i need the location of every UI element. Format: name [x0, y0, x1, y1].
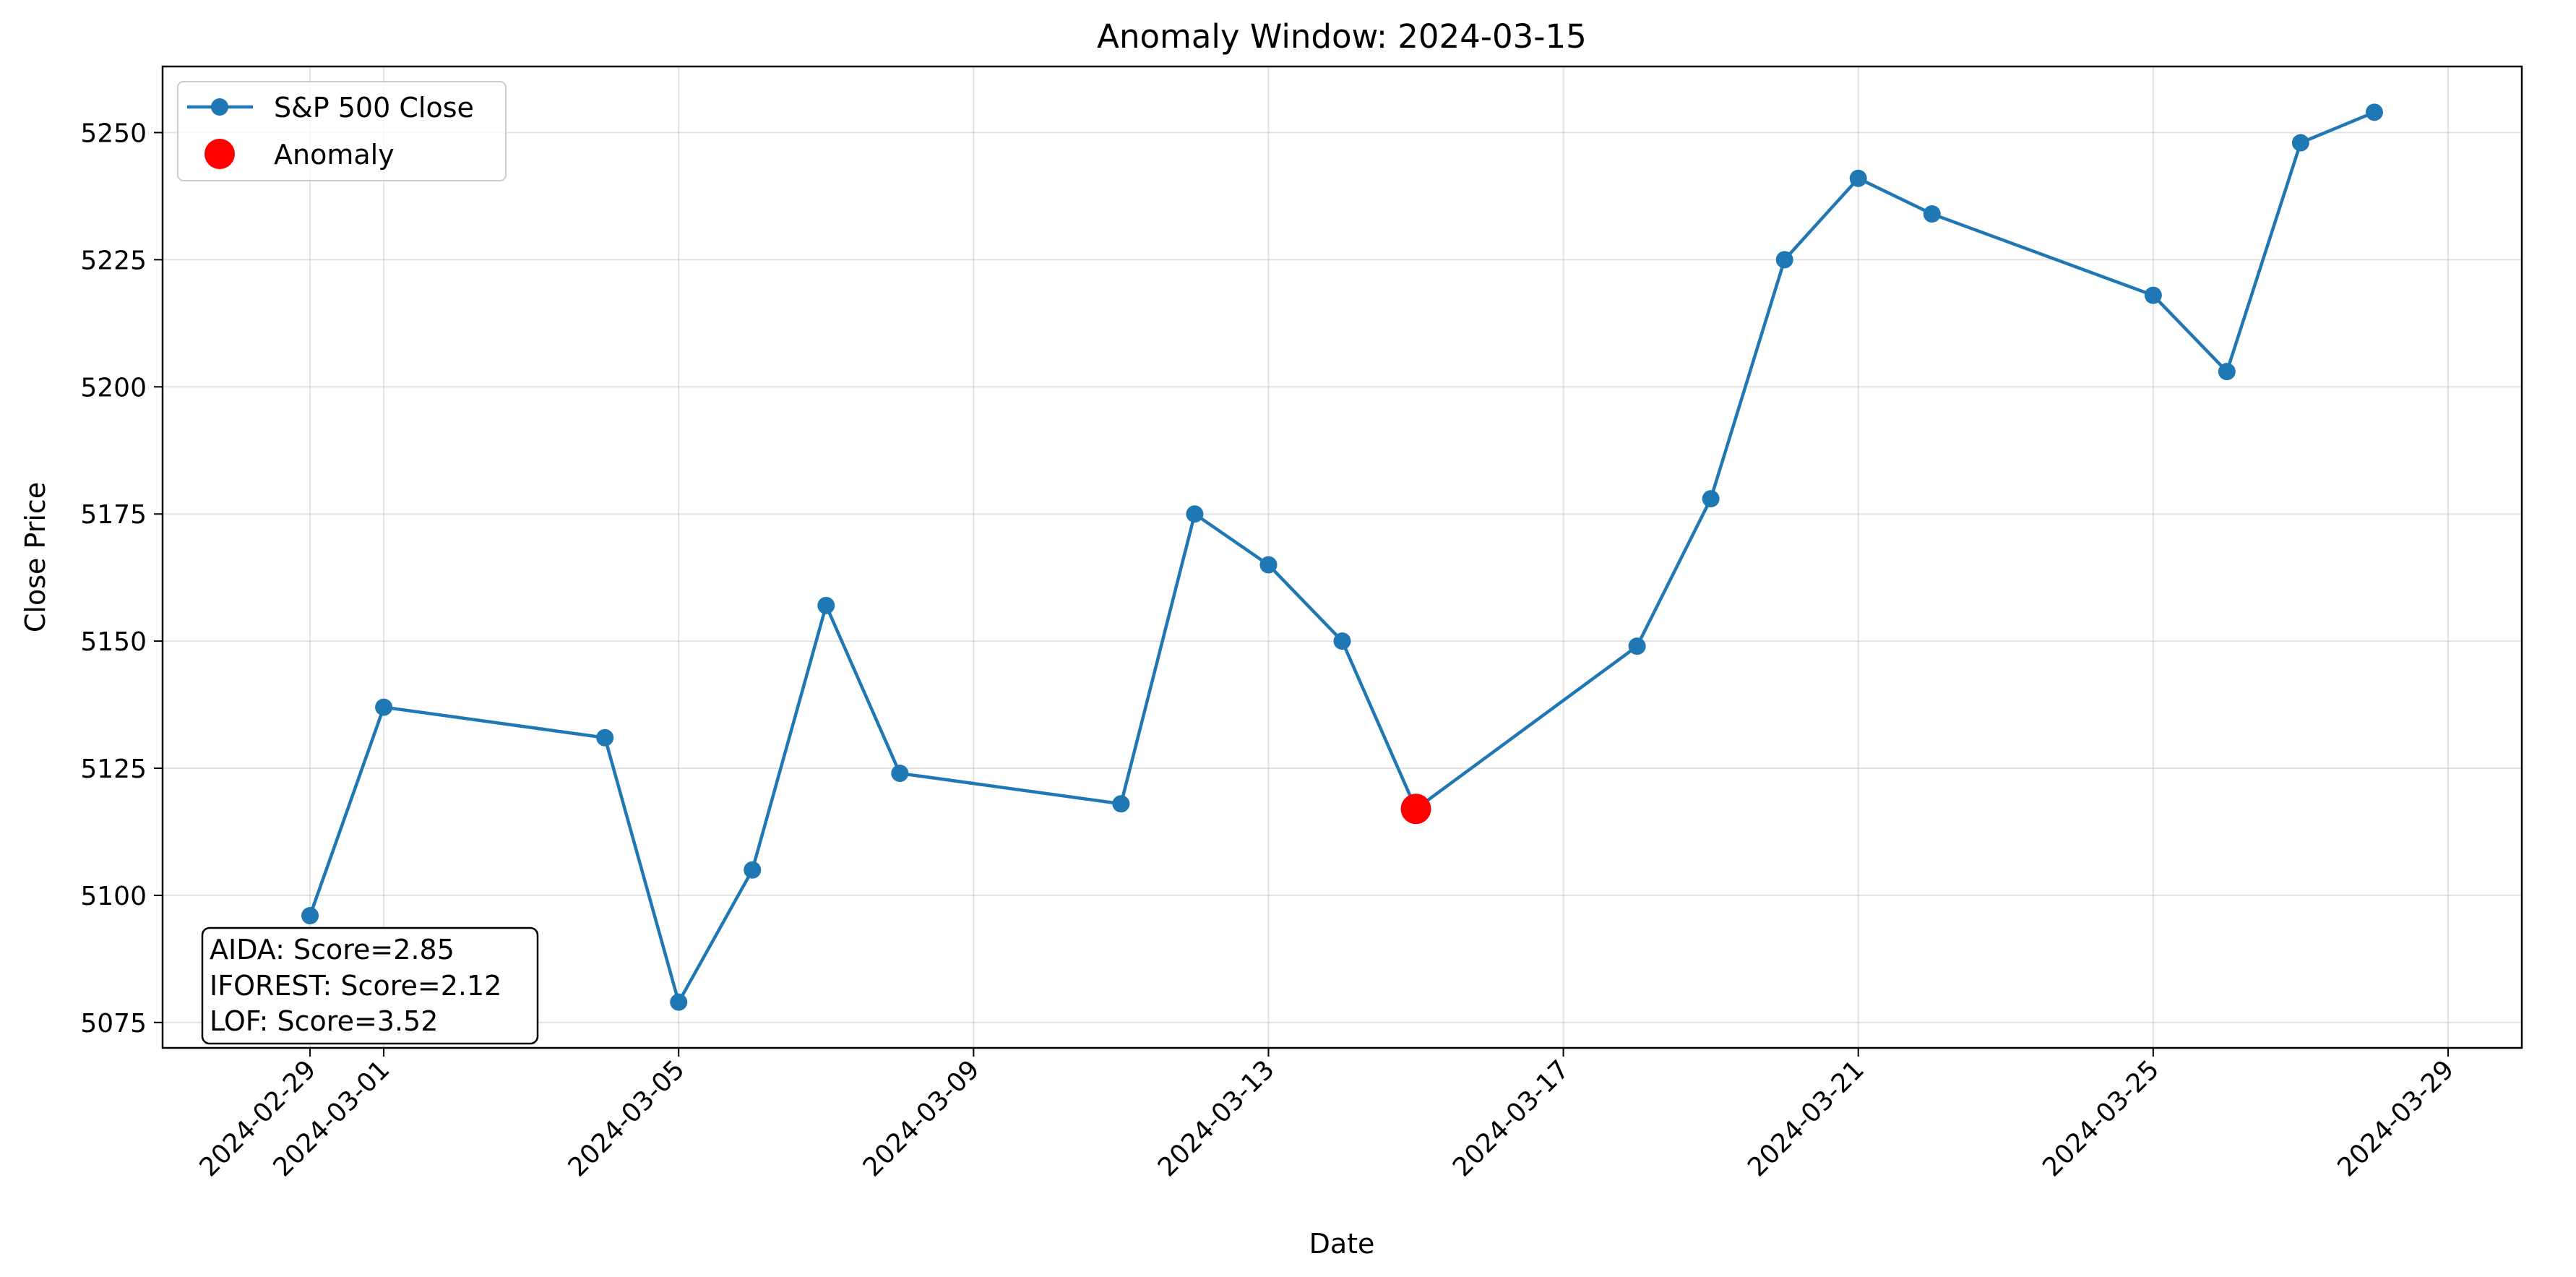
plot-frame — [161, 65, 2523, 1049]
y-tick-label: 5175 — [80, 500, 147, 530]
series-layer — [301, 103, 2383, 1011]
legend-marker-sp500 — [211, 98, 228, 116]
x-axis-title: Date — [1309, 1228, 1375, 1260]
score-aida: AIDA: Score=2.85 — [210, 934, 455, 966]
sp500-close-point — [891, 765, 909, 783]
legend: S&P 500 Close Anomaly — [177, 81, 507, 181]
score-lof: LOF: Score=3.52 — [210, 1005, 438, 1037]
score-annotation-box: AIDA: Score=2.85 IFOREST: Score=2.12 LOF… — [201, 926, 539, 1045]
legend-box — [177, 81, 507, 181]
y-tick-label: 5075 — [80, 1009, 147, 1039]
sp500-close-point — [2218, 363, 2236, 381]
sp500-close-point — [1923, 205, 1941, 223]
y-tick-label: 5150 — [80, 627, 147, 657]
sp500-close-point — [301, 907, 319, 925]
sp500-close-point — [1775, 251, 1793, 269]
sp500-close-point — [2291, 134, 2309, 152]
sp500-close-point — [2144, 286, 2162, 304]
y-tick-label: 5100 — [80, 882, 147, 911]
sp500-close-point — [1849, 169, 1867, 187]
legend-label-sp500: S&P 500 Close — [274, 92, 474, 124]
sp500-close-point — [1259, 556, 1278, 574]
sp500-close-point — [670, 993, 688, 1011]
sp500-close-point — [1702, 490, 1720, 508]
y-axis-title: Close Price — [20, 482, 51, 632]
sp500-close-point — [1112, 795, 1130, 813]
sp500-close-point — [744, 861, 762, 879]
y-tick-label: 5250 — [80, 119, 147, 148]
sp500-close-point — [817, 596, 835, 614]
sp500-close-point — [1333, 632, 1351, 650]
score-box-frame — [201, 926, 539, 1045]
sp500-close-point — [1628, 637, 1646, 655]
chart-title: Anomaly Window: 2024-03-15 — [1097, 17, 1587, 56]
legend-label-anomaly: Anomaly — [274, 139, 395, 171]
sp500-close-point — [2365, 103, 2383, 121]
sp500-close-point — [596, 728, 614, 747]
legend-marker-anomaly — [204, 139, 235, 169]
y-tick-label: 5225 — [80, 246, 147, 275]
y-tick-label: 5200 — [80, 373, 147, 403]
anomaly-point — [1400, 794, 1431, 825]
sp500-close-point — [1186, 505, 1204, 523]
sp500-close-point — [375, 698, 393, 716]
y-tick-label: 5125 — [80, 754, 147, 784]
score-iforest: IFOREST: Score=2.12 — [210, 970, 501, 1002]
